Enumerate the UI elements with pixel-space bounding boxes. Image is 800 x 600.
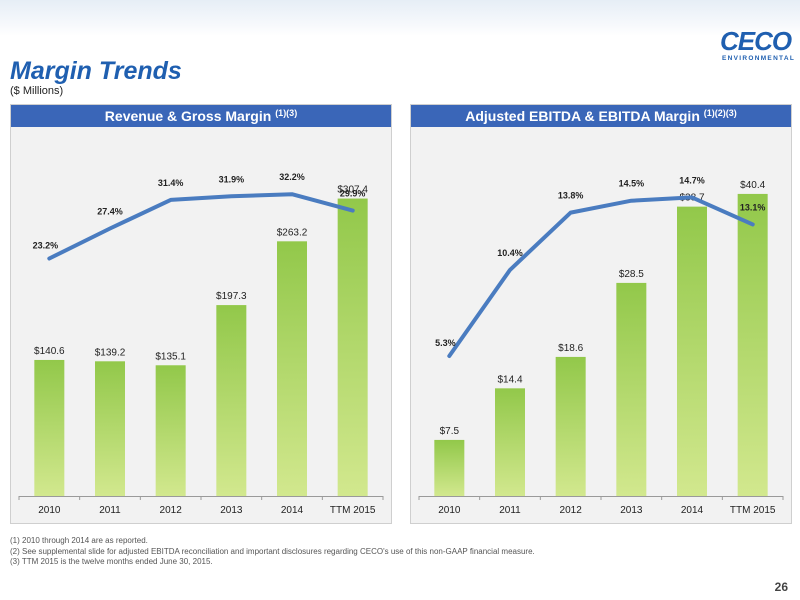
ebitda-category-label: 2014: [681, 505, 704, 516]
ebitda-margin-label: 14.7%: [679, 175, 705, 185]
ebitda-margin-label: 14.5%: [619, 179, 645, 189]
ebitda-margin-label: 5.3%: [435, 338, 456, 348]
revenue-margin-line: [47, 192, 355, 261]
ebitda-bar: [555, 356, 586, 496]
ebitda-bar-label: $18.6: [558, 343, 583, 354]
revenue-chart-title-footnote: (1)(3): [275, 108, 298, 118]
revenue-category-label: TTM 2015: [330, 505, 376, 516]
ebitda-category-label: 2010: [438, 505, 461, 516]
ebitda-category-label: 2013: [620, 505, 643, 516]
footnote-1: (1) 2010 through 2014 are as reported.: [10, 536, 148, 545]
revenue-bar: [155, 365, 186, 496]
ebitda-margin-chart: $7.52010$14.42011$18.62012$28.52013$38.7…: [418, 175, 784, 516]
ebitda-margin-label: 13.8%: [558, 191, 584, 201]
footnotes: (1) 2010 through 2014 are as reported. (…: [10, 536, 535, 568]
footnote-3: (3) TTM 2015 is the twelve months ended …: [10, 557, 213, 566]
revenue-category-label: 2014: [281, 505, 304, 516]
ebitda-category-label: TTM 2015: [730, 505, 776, 516]
revenue-margin-label: 27.4%: [97, 207, 123, 217]
revenue-bar-label: $140.6: [34, 346, 65, 357]
ebitda-bar-label: $7.5: [440, 426, 460, 437]
revenue-margin-label: 32.2%: [279, 172, 305, 182]
ebitda-chart-header: Adjusted EBITDA & EBITDA Margin (1)(2)(3…: [411, 105, 791, 127]
revenue-category-label: 2010: [38, 505, 61, 516]
ebitda-bar: [434, 439, 465, 496]
ebitda-margin-label: 10.4%: [497, 248, 523, 258]
ebitda-category-label: 2011: [499, 505, 521, 516]
ebitda-chart-title-footnote: (1)(2)(3): [703, 108, 737, 118]
revenue-bar-label: $139.2: [95, 347, 126, 358]
revenue-category-label: 2012: [160, 505, 183, 516]
ebitda-margin-label: 13.1%: [740, 202, 766, 212]
top-band: [0, 0, 800, 36]
revenue-bar: [337, 198, 368, 496]
revenue-bar-label: $263.2: [277, 227, 308, 238]
ebitda-bar: [616, 282, 647, 496]
revenue-margin-label: 31.9%: [219, 174, 245, 184]
ebitda-chart-title: Adjusted EBITDA & EBITDA Margin: [465, 108, 700, 124]
revenue-bar-label: $307.4: [337, 185, 368, 196]
revenue-bar: [277, 241, 307, 496]
ebitda-bar: [495, 388, 525, 496]
logo-tagline: ENVIRONMENTAL: [722, 55, 796, 62]
ebitda-bar: [677, 206, 707, 496]
logo-wordmark: CECO: [720, 26, 792, 56]
revenue-margin-label: 23.2%: [33, 241, 59, 251]
ebitda-bar-label: $14.4: [497, 374, 522, 385]
revenue-bar: [216, 305, 247, 496]
revenue-margin-label: 29.9%: [340, 189, 366, 199]
revenue-category-label: 2013: [220, 505, 243, 516]
revenue-bar: [34, 359, 65, 496]
revenue-category-label: 2011: [99, 505, 121, 516]
units-label: ($ Millions): [10, 85, 64, 97]
revenue-bar-label: $197.3: [216, 291, 247, 302]
revenue-chart-title: Revenue & Gross Margin: [104, 108, 272, 124]
revenue-chart-panel: Revenue & Gross Margin (1)(3) $140.6 2010…: [10, 104, 392, 524]
revenue-margin-label: 31.4%: [158, 178, 184, 188]
page-title: Margin Trends: [10, 57, 182, 85]
company-logo: CECO ENVIRONMENTAL: [716, 28, 800, 72]
footnote-2: (2) See supplemental slide for adjusted …: [10, 546, 535, 556]
revenue-gross-margin-chart: $140.6 2010 $139.2 2011 $135.1 2012 $197.3 2013…: [18, 172, 384, 516]
revenue-bar-label: $135.1: [155, 351, 186, 362]
ebitda-bar: [737, 193, 768, 496]
page-number: 26: [774, 580, 788, 594]
ebitda-bar-label: $28.5: [619, 269, 644, 280]
ebitda-chart-panel: Adjusted EBITDA & EBITDA Margin (1)(2)(3…: [410, 104, 792, 524]
ebitda-category-label: 2012: [560, 505, 583, 516]
ebitda-bar-label: $40.4: [740, 180, 765, 191]
revenue-bar: [95, 361, 125, 496]
ebitda-margin-line: [447, 195, 755, 358]
revenue-chart-header: Revenue & Gross Margin (1)(3): [11, 105, 391, 127]
